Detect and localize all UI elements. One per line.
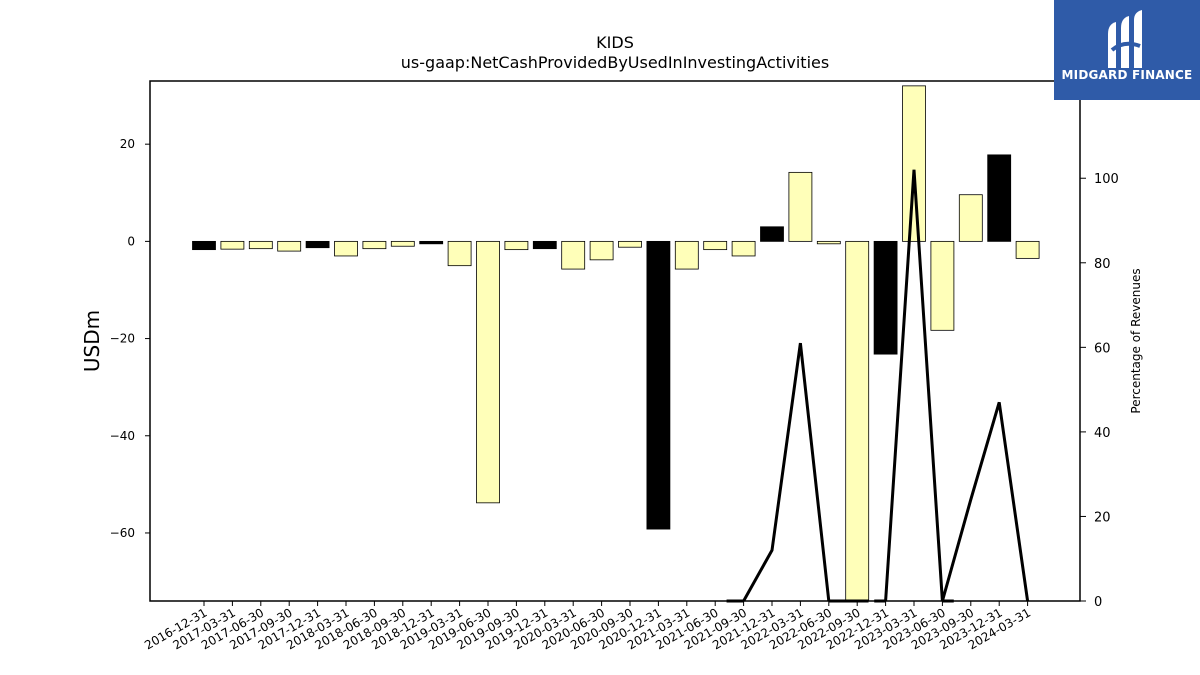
bar [476, 240, 500, 504]
midgard-finance-logo: MIDGARD FINANCE [1054, 0, 1200, 100]
bar [192, 240, 216, 251]
y-axis: −60 −40 −20 0 20 [110, 137, 150, 540]
bar [589, 240, 614, 261]
y2-tick-label: 80 [1094, 257, 1111, 272]
y-axis-label: USDm [80, 310, 104, 372]
bar [873, 240, 898, 355]
bar [220, 240, 245, 250]
series-line [742, 342, 831, 602]
bar [447, 240, 472, 267]
bar [277, 240, 302, 252]
y-tick-label: 20 [120, 137, 135, 151]
bar [618, 240, 642, 248]
plot-frame [149, 80, 1081, 602]
bar [674, 240, 699, 270]
bar [419, 240, 444, 245]
bar [248, 240, 273, 250]
bar [1015, 240, 1040, 259]
logo-text: MIDGARD FINANCE [1061, 68, 1193, 82]
y2-tick-label: 100 [1094, 172, 1119, 187]
bar [958, 194, 983, 242]
bar [902, 85, 926, 242]
bar-group [192, 85, 1040, 602]
y2-axis-label: Percentage of Revenues [1129, 268, 1143, 413]
bar [816, 240, 841, 245]
bar [305, 240, 330, 249]
y-tick-label: 0 [127, 234, 135, 248]
bar [731, 240, 756, 257]
chart-title: KIDS [596, 33, 634, 52]
y2-tick-label: 40 [1094, 426, 1111, 441]
bar [845, 240, 870, 602]
y2-tick-label: 60 [1094, 341, 1111, 356]
chart-subtitle: us-gaap:NetCashProvidedByUsedInInvesting… [401, 53, 829, 72]
bar [362, 240, 387, 250]
bar [646, 240, 671, 530]
bar [561, 240, 586, 270]
series-line [884, 169, 1030, 602]
bar [334, 240, 358, 257]
bar [760, 226, 784, 242]
bar [987, 154, 1012, 242]
y-tick-label: −60 [110, 526, 135, 540]
bar [390, 240, 415, 247]
x-axis: 2016-12-312017-03-312017-06-302017-09-30… [142, 601, 1033, 652]
y2-tick-label: 20 [1094, 510, 1111, 525]
y2-axis: 0 20 40 60 80 100 [1080, 172, 1119, 610]
bar [788, 171, 813, 242]
bar [504, 240, 529, 251]
y-tick-label: −20 [110, 332, 135, 346]
bar [532, 240, 557, 250]
y2-tick-label: 0 [1094, 595, 1102, 610]
bar [930, 240, 955, 331]
midgard-logo-icon [1108, 10, 1142, 68]
y-tick-label: −40 [110, 429, 135, 443]
bar [703, 240, 728, 251]
